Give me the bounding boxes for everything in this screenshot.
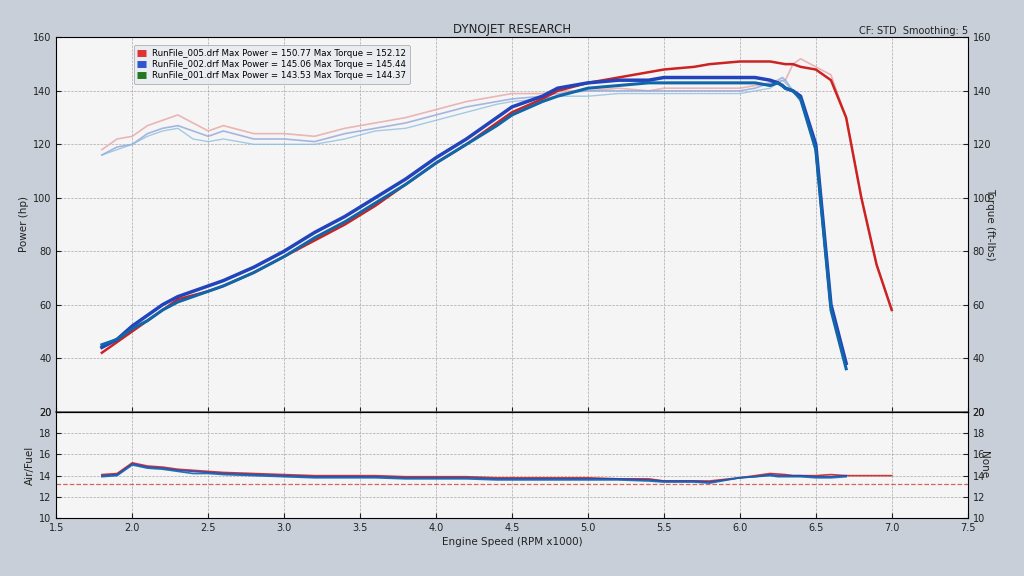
Legend: RunFile_005.drf Max Power = 150.77 Max Torque = 152.12, RunFile_002.drf Max Powe: RunFile_005.drf Max Power = 150.77 Max T… [133,46,410,84]
Y-axis label: None: None [979,452,989,479]
X-axis label: Engine Speed (RPM x1000): Engine Speed (RPM x1000) [441,537,583,547]
Y-axis label: Power (hp): Power (hp) [18,196,29,252]
Title: DYNOJET RESEARCH: DYNOJET RESEARCH [453,23,571,36]
Y-axis label: Air/Fuel: Air/Fuel [25,445,35,484]
Y-axis label: Torque (ft-lbs): Torque (ft-lbs) [985,188,995,261]
Text: CF: STD  Smoothing: 5: CF: STD Smoothing: 5 [858,26,968,36]
